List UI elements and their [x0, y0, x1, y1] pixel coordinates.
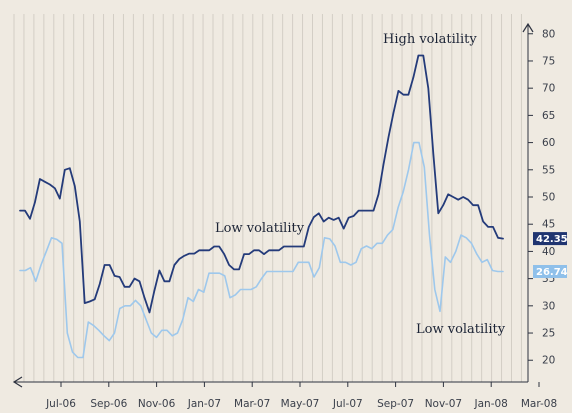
end-label-dark-box	[533, 232, 567, 246]
y-tick-label: 65	[542, 110, 555, 122]
y-tick-label: 50	[542, 192, 555, 204]
annotation-low-volatility-left: Low volatility	[215, 221, 305, 236]
x-tick-label: Jul-06	[45, 398, 76, 410]
y-axis-arrow-icon	[522, 22, 534, 33]
end-label-light: 26.74	[533, 265, 568, 278]
x-tick-label: Jan-07	[187, 398, 221, 410]
x-tick-label: Mar-08	[521, 398, 557, 410]
x-tick-label: Jul-07	[332, 398, 363, 410]
x-tick-label: Nov-06	[138, 398, 176, 410]
annotation-low-volatility-right: Low volatility	[416, 322, 506, 337]
x-tick-label: Jan-08	[474, 398, 508, 410]
y-tick-label: 45	[542, 219, 555, 231]
x-tick-label: Sep-06	[90, 398, 127, 410]
y-tick-label: 70	[542, 83, 555, 95]
x-tick-label: May-07	[281, 398, 320, 410]
annotation-high-volatility: High volatility	[383, 32, 477, 47]
x-axis-ticks: Jul-06 Sep-06 Nov-06 Jan-07 Mar-07 May-07 Jul-…	[45, 382, 557, 410]
y-tick-label: 30	[542, 300, 555, 312]
y-tick-label: 40	[542, 246, 555, 258]
grid	[13, 14, 522, 382]
end-label-dark: 42.35	[533, 232, 568, 246]
end-label-light-value: 26.74	[536, 267, 568, 278]
y-tick-label: 75	[542, 55, 555, 67]
axes	[12, 22, 534, 388]
x-tick-label: Nov-07	[425, 398, 462, 410]
x-axis-arrow-icon	[12, 376, 23, 388]
series-line-dark	[19, 54, 504, 314]
y-tick-label: 25	[542, 328, 555, 340]
series-line-light	[19, 141, 504, 359]
y-tick-label: 60	[542, 137, 555, 149]
y-tick-label: 20	[542, 355, 555, 367]
y-tick-label: 55	[542, 164, 555, 176]
x-tick-label: Mar-07	[234, 398, 270, 410]
x-tick-label: Sep-07	[377, 398, 414, 410]
series-lines	[19, 54, 504, 359]
y-tick-label: 80	[542, 28, 555, 40]
end-label-dark-value: 42.35	[536, 234, 568, 245]
end-label-light-box	[533, 265, 567, 278]
